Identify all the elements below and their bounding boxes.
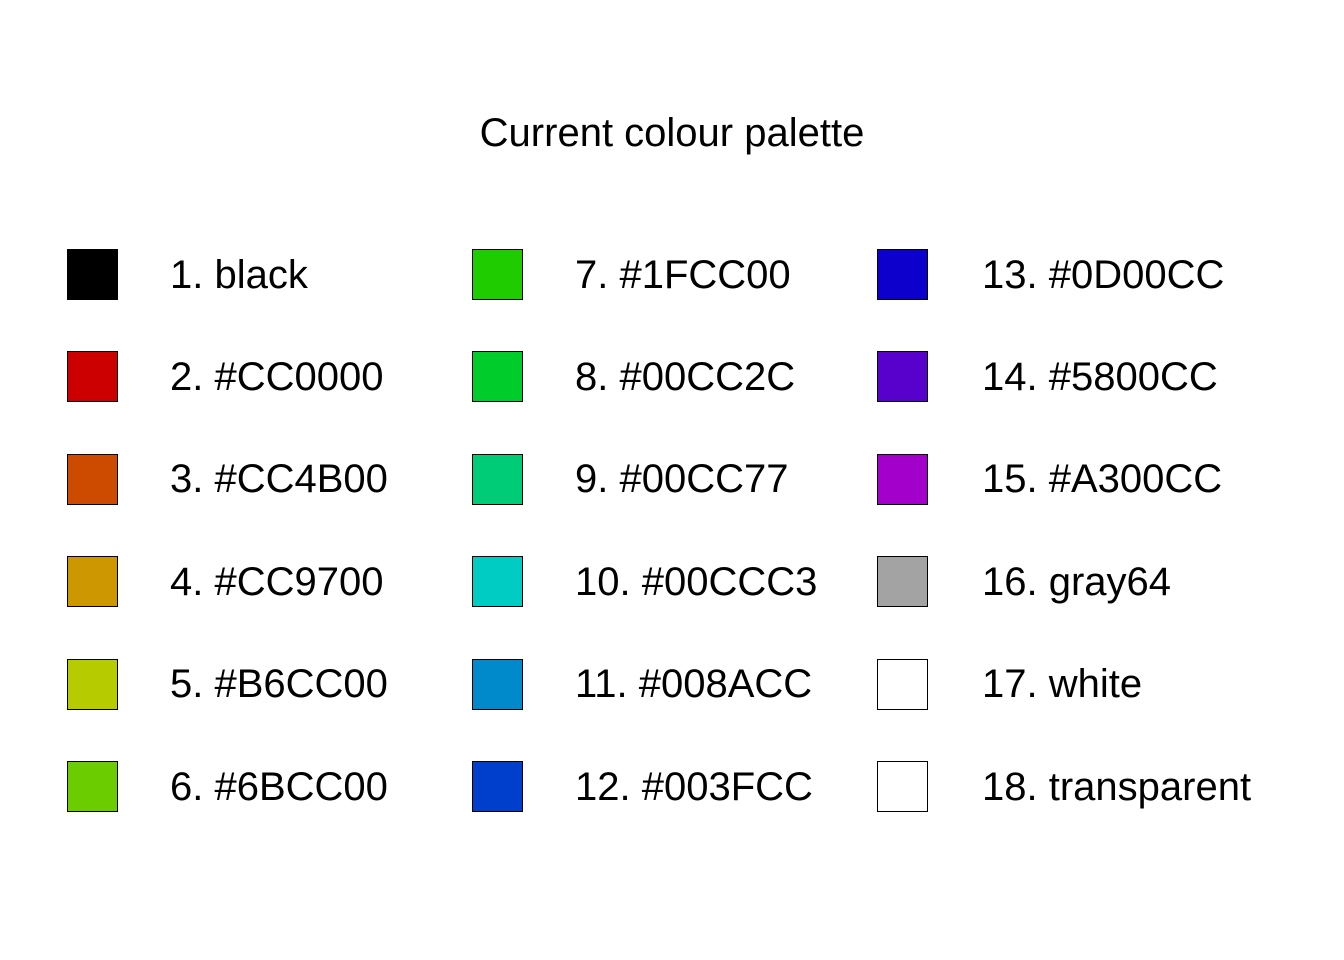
color-swatch bbox=[472, 249, 523, 300]
color-swatch bbox=[472, 761, 523, 812]
color-swatch bbox=[472, 351, 523, 403]
color-label: 8. #00CC2C bbox=[575, 354, 796, 399]
color-swatch bbox=[877, 351, 928, 403]
color-label: 14. #5800CC bbox=[982, 354, 1218, 399]
color-swatch bbox=[67, 351, 118, 403]
color-swatch bbox=[877, 556, 928, 608]
color-label: 16. gray64 bbox=[982, 559, 1172, 604]
color-label: 11. #008ACC bbox=[575, 662, 813, 707]
color-label: 17. white bbox=[982, 662, 1143, 707]
color-swatch bbox=[67, 761, 118, 812]
color-label: 6. #6BCC00 bbox=[170, 764, 388, 809]
color-label: 7. #1FCC00 bbox=[575, 252, 791, 297]
chart-title: Current colour palette bbox=[479, 111, 865, 155]
color-swatch bbox=[472, 556, 523, 608]
color-label: 3. #CC4B00 bbox=[170, 457, 388, 502]
color-swatch bbox=[472, 658, 523, 710]
color-label: 12. #003FCC bbox=[575, 764, 813, 809]
color-swatch bbox=[877, 761, 928, 812]
color-label: 18. transparent bbox=[982, 764, 1252, 809]
color-label: 15. #A300CC bbox=[982, 457, 1223, 502]
color-swatch bbox=[877, 658, 928, 710]
color-label: 13. #0D00CC bbox=[982, 252, 1225, 297]
color-swatch bbox=[877, 453, 928, 505]
color-label: 10. #00CCC3 bbox=[575, 559, 818, 604]
color-swatch bbox=[67, 453, 118, 505]
color-swatch bbox=[67, 556, 118, 608]
color-swatch bbox=[472, 453, 523, 505]
color-label: 4. #CC9700 bbox=[170, 559, 384, 604]
color-label: 1. black bbox=[170, 252, 308, 297]
color-swatch bbox=[67, 249, 118, 300]
color-label: 2. #CC0000 bbox=[170, 354, 384, 399]
color-label: 5. #B6CC00 bbox=[170, 662, 388, 707]
color-swatch bbox=[67, 658, 118, 710]
color-swatch bbox=[877, 249, 928, 300]
color-label: 9. #00CC77 bbox=[575, 457, 789, 502]
